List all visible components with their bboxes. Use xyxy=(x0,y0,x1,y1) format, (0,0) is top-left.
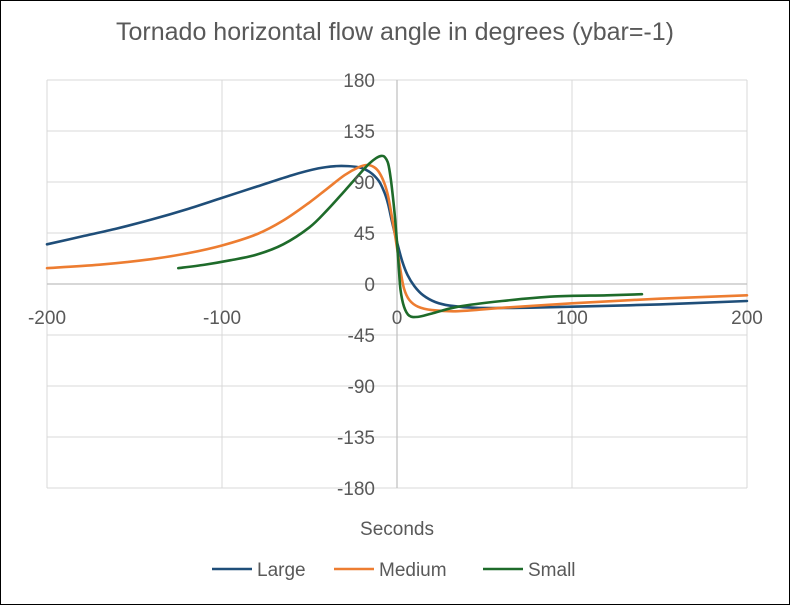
y-tick-labels: 180 135 90 45 0 -45 -90 -135 -180 xyxy=(337,71,375,500)
series-line-small xyxy=(176,154,644,319)
x-tick-label: 100 xyxy=(556,308,588,329)
y-tick-label: 45 xyxy=(354,224,375,245)
x-tick-label: 200 xyxy=(731,308,763,329)
legend: Large Medium Small xyxy=(212,560,576,581)
y-tick-label: 135 xyxy=(343,122,375,143)
x-tick-label: -100 xyxy=(203,308,241,329)
y-tick-label: -45 xyxy=(348,326,375,347)
chart-title: Tornado horizontal flow angle in degrees… xyxy=(116,18,674,46)
legend-label-medium: Medium xyxy=(379,560,447,581)
y-tick-label: -180 xyxy=(337,479,375,500)
y-tick-label: -90 xyxy=(348,377,375,398)
x-tick-label: 0 xyxy=(392,308,403,329)
y-tick-label: 90 xyxy=(354,173,375,194)
x-tick-label: -200 xyxy=(28,308,66,329)
y-tick-label: 0 xyxy=(364,275,375,296)
x-axis-title: Seconds xyxy=(360,519,434,540)
legend-label-large: Large xyxy=(257,560,306,581)
y-tick-label: -135 xyxy=(337,428,375,449)
series-layer xyxy=(45,154,749,319)
legend-label-small: Small xyxy=(528,560,576,581)
y-tick-label: 180 xyxy=(343,71,375,92)
series-line-medium xyxy=(45,163,749,313)
x-tick-labels: -200 -100 0 100 200 xyxy=(28,308,763,329)
axes xyxy=(47,80,747,488)
